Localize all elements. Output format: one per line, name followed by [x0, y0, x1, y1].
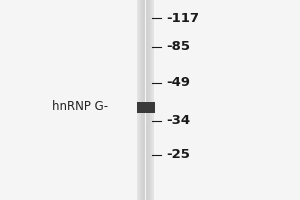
Text: -85: -85 — [167, 40, 191, 53]
Bar — [153, 0, 154, 200]
Bar — [149, 0, 150, 200]
Bar — [146, 0, 147, 200]
Bar — [144, 0, 145, 200]
Bar — [140, 0, 141, 200]
Bar — [136, 102, 154, 112]
Text: -34: -34 — [167, 114, 191, 128]
Bar — [150, 0, 151, 200]
Bar — [148, 0, 149, 200]
Bar — [142, 0, 143, 200]
Text: -117: -117 — [167, 11, 200, 24]
Text: -49: -49 — [167, 76, 191, 90]
Bar — [139, 0, 140, 200]
Bar — [138, 0, 139, 200]
Bar — [143, 0, 144, 200]
Bar — [151, 0, 152, 200]
Bar — [141, 0, 142, 200]
Bar — [147, 0, 148, 200]
Bar — [137, 0, 138, 200]
Text: -25: -25 — [167, 148, 191, 162]
Bar — [145, 0, 146, 200]
Text: hnRNP G-: hnRNP G- — [52, 100, 108, 114]
Bar — [152, 0, 153, 200]
